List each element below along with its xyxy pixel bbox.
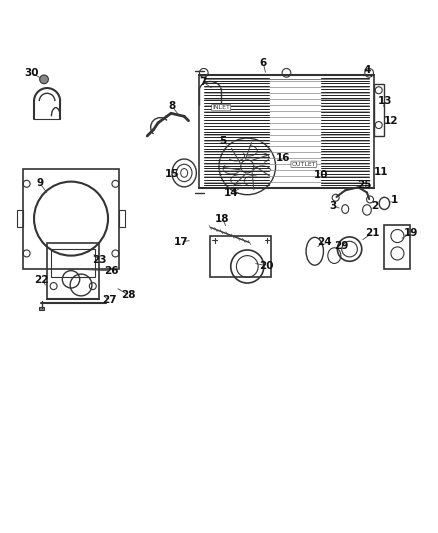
Text: 25: 25 (357, 180, 372, 190)
Bar (374, 84, 385, 136)
Text: 22: 22 (35, 274, 49, 285)
Text: 26: 26 (104, 266, 118, 276)
Text: 17: 17 (173, 237, 188, 247)
Bar (51, 249, 95, 277)
Bar (39, 307, 45, 310)
Bar (385, 225, 410, 269)
Text: 3: 3 (329, 200, 337, 211)
Bar (119, 210, 125, 228)
Bar (17, 210, 23, 228)
Text: 24: 24 (317, 237, 332, 247)
Text: 8: 8 (168, 101, 176, 111)
Text: 2: 2 (371, 201, 378, 212)
Text: OUTLET: OUTLET (292, 161, 316, 167)
Text: 29: 29 (334, 241, 348, 251)
Bar (199, 75, 374, 188)
Circle shape (40, 75, 48, 84)
Text: 15: 15 (165, 169, 179, 179)
Text: 11: 11 (374, 167, 388, 177)
Text: 20: 20 (259, 261, 273, 271)
Text: 28: 28 (121, 290, 136, 300)
Bar (47, 243, 99, 299)
Text: 6: 6 (260, 58, 267, 68)
Text: 10: 10 (314, 170, 328, 180)
Text: 23: 23 (92, 255, 106, 265)
Text: 30: 30 (25, 68, 39, 78)
Text: 19: 19 (404, 228, 419, 238)
Text: 14: 14 (224, 188, 239, 198)
Text: 16: 16 (276, 152, 291, 163)
Text: INLET: INLET (212, 105, 230, 110)
Text: 13: 13 (378, 96, 392, 106)
Text: 4: 4 (363, 65, 371, 75)
Text: 21: 21 (365, 228, 379, 238)
Text: 1: 1 (390, 196, 398, 205)
Text: 9: 9 (36, 178, 43, 188)
Text: 7: 7 (199, 77, 206, 86)
Text: 18: 18 (215, 214, 230, 224)
Text: 12: 12 (384, 116, 398, 126)
Bar (210, 236, 271, 277)
Text: 27: 27 (102, 295, 117, 305)
Bar (23, 168, 119, 269)
Text: 5: 5 (219, 136, 226, 146)
